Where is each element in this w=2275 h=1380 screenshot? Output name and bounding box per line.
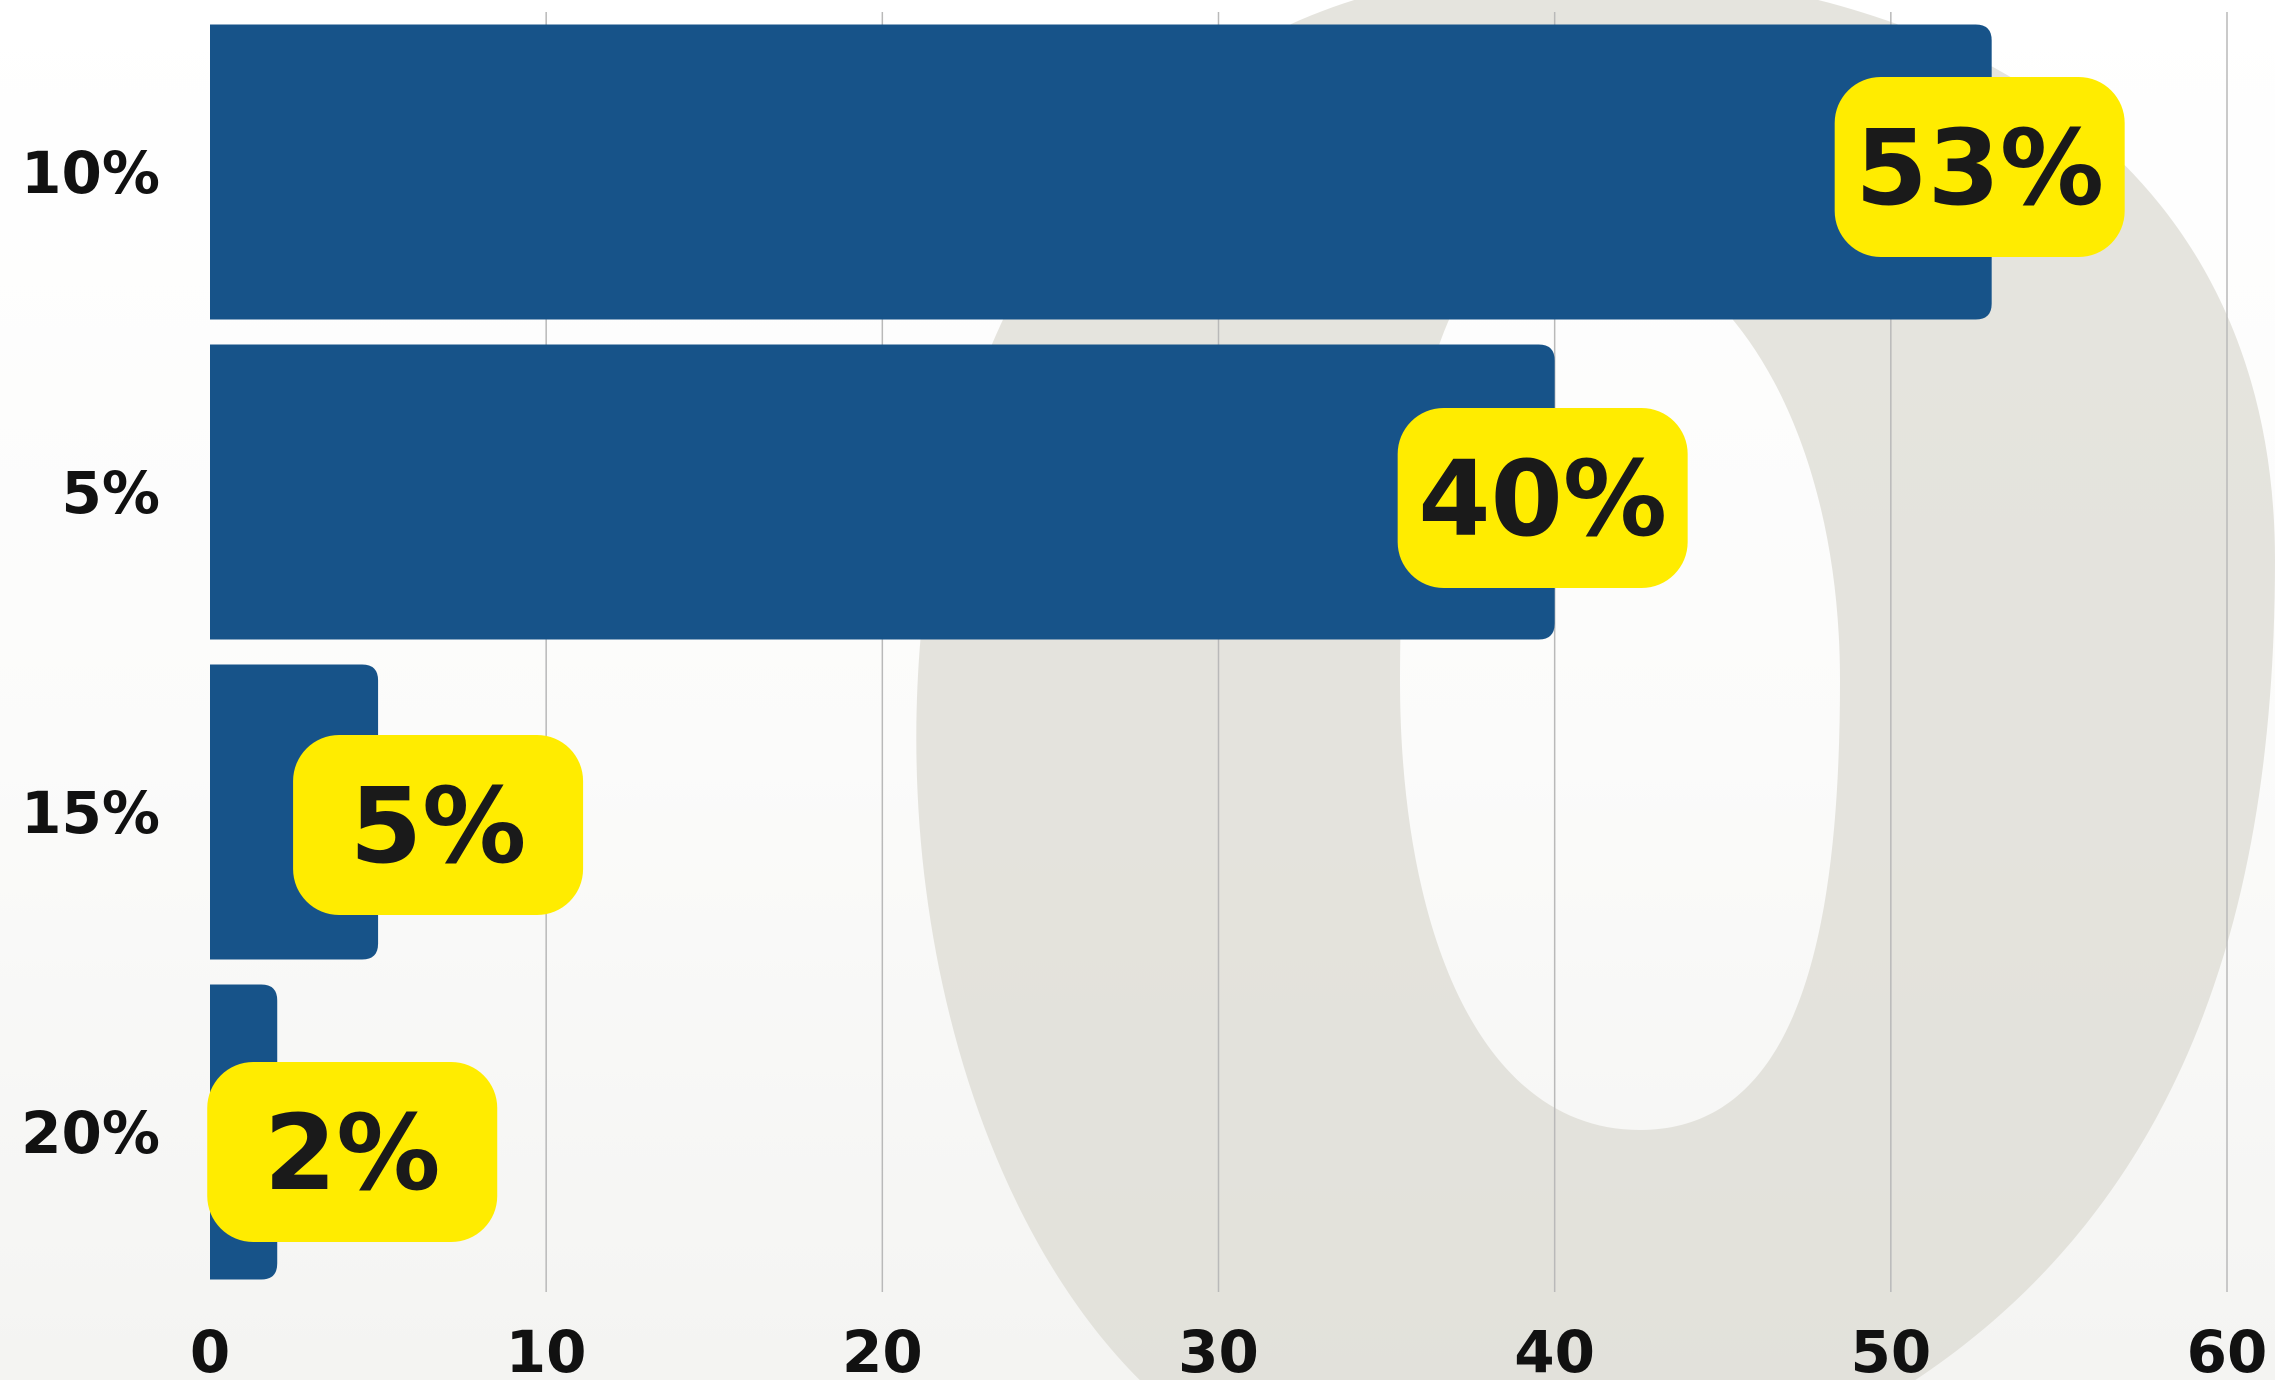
bar-1 (210, 24, 1992, 320)
category-label: 20% (21, 1099, 160, 1167)
data-label: 5% (350, 765, 527, 887)
badge-background (1834, 77, 2125, 257)
data-labels: 53% 40% 5% 2% (207, 77, 2125, 1242)
category-axis: 10% 5% 15% 20% (21, 139, 160, 1167)
category-label: 15% (21, 779, 160, 847)
data-label: 40% (1418, 438, 1667, 560)
x-tick-label: 20 (842, 1318, 923, 1380)
category-label: 5% (62, 459, 160, 527)
x-tick-label: 60 (2187, 1318, 2268, 1380)
data-label-badge-2: 40% (1397, 408, 1688, 588)
x-tick-label: 0 (190, 1318, 230, 1380)
category-label: 10% (21, 139, 160, 207)
badge-background (1397, 408, 1688, 588)
data-label-badge-3: 5% (293, 735, 584, 915)
data-label-badge-1: 53% (1834, 77, 2125, 257)
x-tick-label: 40 (1514, 1318, 1595, 1380)
x-tick-label: 10 (506, 1318, 587, 1380)
badge-background (293, 735, 584, 915)
data-label: 2% (264, 1092, 441, 1214)
x-tick-label: 30 (1178, 1318, 1259, 1380)
badge-background (207, 1062, 498, 1242)
x-tick-label: 50 (1850, 1318, 1931, 1380)
data-label: 53% (1855, 107, 2104, 229)
bar-2 (210, 344, 1555, 640)
data-label-badge-4: 2% (207, 1062, 498, 1242)
value-axis: 0 10 20 30 40 50 60 (190, 1318, 2268, 1380)
